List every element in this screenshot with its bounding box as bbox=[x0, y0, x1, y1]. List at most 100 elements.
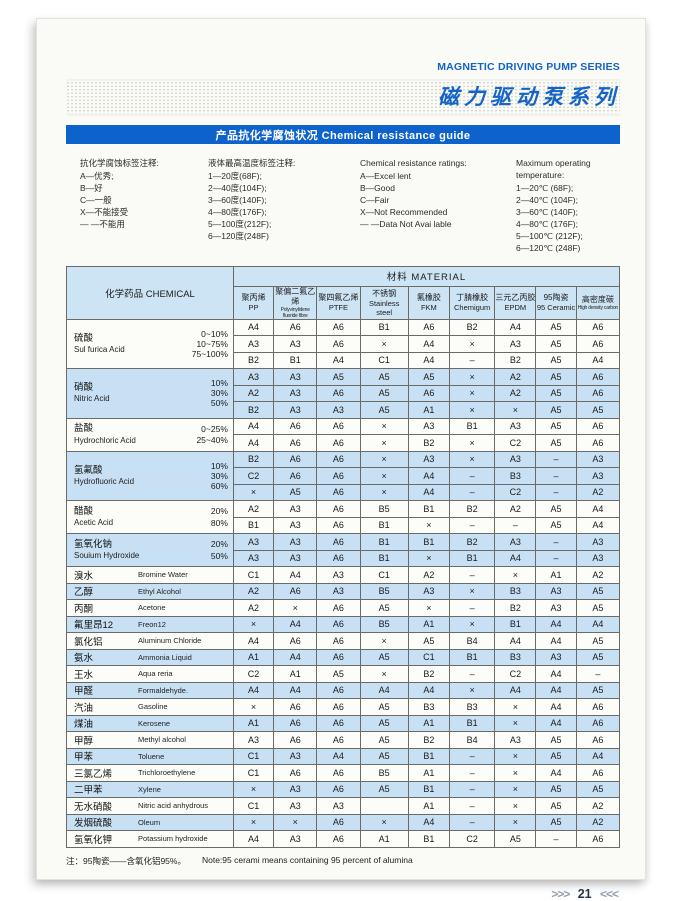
rating-cell: A6 bbox=[273, 450, 318, 468]
legend-column: 液体最高温度标签注释: 1—20度(68F); 2—40度(104F); 3—60度(… bbox=[208, 157, 360, 255]
rating-cell: A5 bbox=[535, 434, 577, 452]
rating-cell: – bbox=[448, 797, 496, 815]
material-name-zh: 不锈钢 bbox=[372, 288, 397, 298]
rating-cell: – bbox=[535, 830, 577, 848]
legend-title: 抗化学腐蚀标签注释: bbox=[80, 158, 159, 168]
rating-cell: A4 bbox=[494, 318, 537, 336]
concentration-label: 0~25% bbox=[201, 423, 228, 434]
rating-cell: B1 bbox=[359, 533, 409, 551]
table-row: 醋酸 Acetic Acid 20% 80% A2 A3 A6 B5 B1 B2 A2 A5 A4 bbox=[66, 500, 621, 534]
legend-line: 4—80℃ (176F); bbox=[516, 219, 578, 230]
rating-cell: A4 bbox=[232, 632, 275, 650]
chemical-names: 盐酸 Hydrochloric Acid bbox=[67, 423, 168, 445]
chemical-names: 氢氟酸 Hydrofluoric Acid bbox=[67, 461, 168, 491]
concentration-list: 0~25% 25~40% bbox=[168, 423, 233, 445]
footer-note: 注：95陶瓷——含氧化铝95%。 Note:95 cerami means co… bbox=[66, 855, 620, 867]
rating-cell: B3 bbox=[494, 467, 537, 485]
rating-cell: A5 bbox=[359, 714, 409, 732]
rating-cell: B1 bbox=[407, 780, 451, 798]
rating-cell: A6 bbox=[316, 615, 361, 633]
rating-cell: A5 bbox=[535, 417, 577, 435]
rating-cell: A6 bbox=[273, 714, 318, 732]
rating-cell: A1 bbox=[407, 615, 451, 633]
concentration-label: 10% bbox=[210, 460, 228, 471]
rating-cell: × bbox=[494, 764, 537, 782]
rating-cell: A4 bbox=[232, 417, 275, 435]
chevrons-right-icon: >>> bbox=[551, 886, 570, 901]
chemical-name-en: Bromine Water bbox=[138, 570, 188, 580]
rating-cell: A3 bbox=[316, 401, 361, 419]
rating-cell: C2 bbox=[448, 830, 496, 848]
rating-cell: C1 bbox=[359, 566, 409, 584]
rating-cell: A5 bbox=[575, 632, 621, 650]
legend-line: 6—120度(248F) bbox=[208, 231, 269, 242]
rating-cell: A2 bbox=[407, 566, 451, 584]
chemical-name-en: Nitric acid anhydrous bbox=[138, 801, 209, 811]
material-name-zh: 氟橡胶 bbox=[416, 293, 441, 302]
rating-cell: A4 bbox=[273, 566, 318, 584]
concentration-label: 30% bbox=[210, 470, 228, 481]
concentration-label: 60% bbox=[210, 480, 228, 491]
rating-cell: A3 bbox=[535, 582, 577, 600]
legend-line: — —Data Not Avai lable bbox=[360, 219, 452, 230]
chemical-name-cell: 发烟硫酸 Oleum bbox=[66, 813, 234, 831]
rating-cell: A6 bbox=[575, 368, 621, 386]
chemical-name-en: Gasoline bbox=[138, 702, 168, 712]
concentration-label: 10% bbox=[210, 378, 228, 389]
rating-cell: A6 bbox=[273, 417, 318, 435]
material-name-en: EPDM bbox=[504, 303, 527, 312]
chemical-name-zh: 硝酸 bbox=[74, 382, 94, 394]
table-row: 二甲苯 Xylene × A3 A6 A5 B1– × A5 A5 bbox=[66, 780, 621, 798]
chemical-single: 氯化铝 Aluminum Chloride bbox=[67, 634, 233, 648]
legend-line: A—优秀; bbox=[80, 171, 114, 182]
rating-cell: B2 bbox=[448, 500, 496, 518]
rating-cell: A5 bbox=[316, 665, 361, 683]
rating-cell: A3 bbox=[575, 450, 621, 468]
rating-cell: B2 bbox=[407, 434, 451, 452]
chemical-name-cell: 王水 Aqua reria bbox=[66, 665, 234, 683]
rating-cell: A4 bbox=[575, 500, 621, 518]
rating-cell: B1 bbox=[494, 615, 537, 633]
rating-cell: A6 bbox=[316, 648, 361, 666]
rating-cell: × bbox=[232, 780, 275, 798]
rating-cell: B5 bbox=[359, 764, 409, 782]
rating-cell: × bbox=[494, 797, 537, 815]
rating-cell: A6 bbox=[575, 335, 621, 353]
chemical-name-cell: 乙醇 Ethyl Alcohol bbox=[66, 582, 234, 600]
chemical-name-cell: 氢氟酸 Hydrofluoric Acid 10% 30% 60% bbox=[66, 450, 234, 501]
chemical-group: 氢氧化钠 Souium Hydroxide 20% 50% bbox=[67, 539, 233, 561]
rating-cell: A5 bbox=[575, 599, 621, 617]
rating-cell: A5 bbox=[535, 731, 577, 749]
rating-cell: – bbox=[448, 516, 496, 534]
rating-cell: A5 bbox=[575, 582, 621, 600]
material-header-cell: 聚四氟乙烯 PTFE bbox=[316, 285, 361, 320]
rating-cell: A5 bbox=[535, 318, 577, 336]
chemical-name-cell: 氯化铝 Aluminum Chloride bbox=[66, 632, 234, 650]
chemical-name-zh: 氯化铝 bbox=[74, 636, 103, 648]
chemical-name-en: Toluene bbox=[138, 751, 165, 761]
rating-cell: A6 bbox=[316, 450, 361, 468]
rating-cell: A6 bbox=[575, 384, 621, 402]
rating-cell: A4 bbox=[535, 615, 577, 633]
rating-cell: – bbox=[535, 533, 577, 551]
rating-cell: A2 bbox=[575, 483, 621, 501]
chemical-names: 硝酸 Nitric Acid bbox=[67, 378, 168, 408]
rating-cell: A3 bbox=[407, 450, 451, 468]
rating-cell: B5 bbox=[359, 500, 409, 518]
rating-cell: A4 bbox=[494, 632, 537, 650]
chemical-name-en: Potassium hydroxide bbox=[138, 834, 208, 844]
rating-cell: × bbox=[359, 467, 409, 485]
page-number: 21 bbox=[577, 886, 592, 901]
chemical-names: 氢氧化钠 Souium Hydroxide bbox=[67, 539, 168, 561]
rating-cell: A5 bbox=[359, 368, 409, 386]
rating-cell: C1 bbox=[359, 351, 409, 369]
rating-cell: × bbox=[494, 566, 537, 584]
rating-cell: A5 bbox=[575, 681, 621, 699]
rating-cell: B1 bbox=[359, 549, 409, 567]
rating-cell: C2 bbox=[494, 483, 537, 501]
rating-cell: A2 bbox=[232, 384, 275, 402]
rating-cell: A5 bbox=[359, 780, 409, 798]
rating-cell: × bbox=[232, 615, 275, 633]
rating-cell: A2 bbox=[575, 566, 621, 584]
table-row: 硝酸 Nitric Acid 10% 30% 50% A3 A3 A5 A5 A5 × A2 A5 A6 bbox=[66, 368, 621, 419]
